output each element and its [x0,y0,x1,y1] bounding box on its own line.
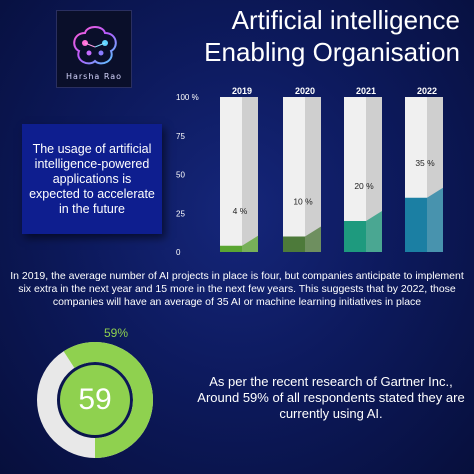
donut-center-value: 59 [78,383,112,416]
gartner-stat-text: As per the recent research of Gartner In… [196,374,466,422]
logo-text: Harsha Rao [65,72,123,81]
bar-fill [283,236,305,252]
donut-center-disc [60,365,130,435]
bar-track [220,97,242,252]
callout-box: The usage of artificial intelligence-pow… [22,124,162,234]
bar-2020: 10 % [283,97,321,252]
bar-fill [344,221,366,252]
donut-arc [37,342,153,458]
callout-text: The usage of artificial intelligence-pow… [29,141,155,216]
bar-value-label: 20 % [354,181,374,191]
bar-track-side [305,97,321,252]
y-tick-label: 100 % [176,93,199,102]
bar-value-label: 35 % [415,158,435,168]
bar-value-label: 10 % [293,197,313,207]
bar-track [344,97,366,252]
description-paragraph: In 2019, the average number of AI projec… [10,270,464,308]
bar-track [283,97,305,252]
bar-2021: 20 % [344,97,382,252]
brain-circuit-icon [73,26,117,65]
stat-line-1: As per the recent research of Gartner In… [209,374,453,389]
y-tick-label: 75 [176,132,185,141]
bar-fill-side [305,226,321,252]
stat-line-3: currently using AI. [279,406,383,421]
title-line-1: Artificial intelligence [231,5,460,35]
bar-track-side [366,97,382,252]
x-category-label: 2021 [356,86,376,96]
y-tick-label: 25 [176,209,185,218]
bar-fill [405,197,427,252]
bar-track-side [242,97,258,252]
x-category-label: 2019 [232,86,252,96]
bar-fill-side [427,187,443,252]
donut-chart [28,335,168,465]
bar-fill-side [242,235,258,252]
x-category-label: 2020 [295,86,315,96]
bar-2022: 35 % [405,97,443,252]
page-title: Artificial intelligence Enabling Organis… [140,4,460,68]
y-tick-label: 0 [176,248,181,257]
logo: Harsha Rao [56,10,132,88]
bar-fill-side [366,211,382,252]
bar-chart: 0 25 50 75 100 % 4 % 2019 10 % 2020 20 % 2021 35 % 2… [176,86,443,257]
x-category-label: 2022 [417,86,437,96]
bar-value-label: 4 % [233,206,248,216]
y-tick-label: 50 [176,171,185,180]
bar-fill [220,245,242,252]
stat-line-2: Around 59% of all respondents stated the… [197,390,465,405]
bar-2019: 4 % [220,97,258,252]
donut-percent-label: 59% [104,326,129,340]
title-line-2: Enabling Organisation [204,37,460,67]
